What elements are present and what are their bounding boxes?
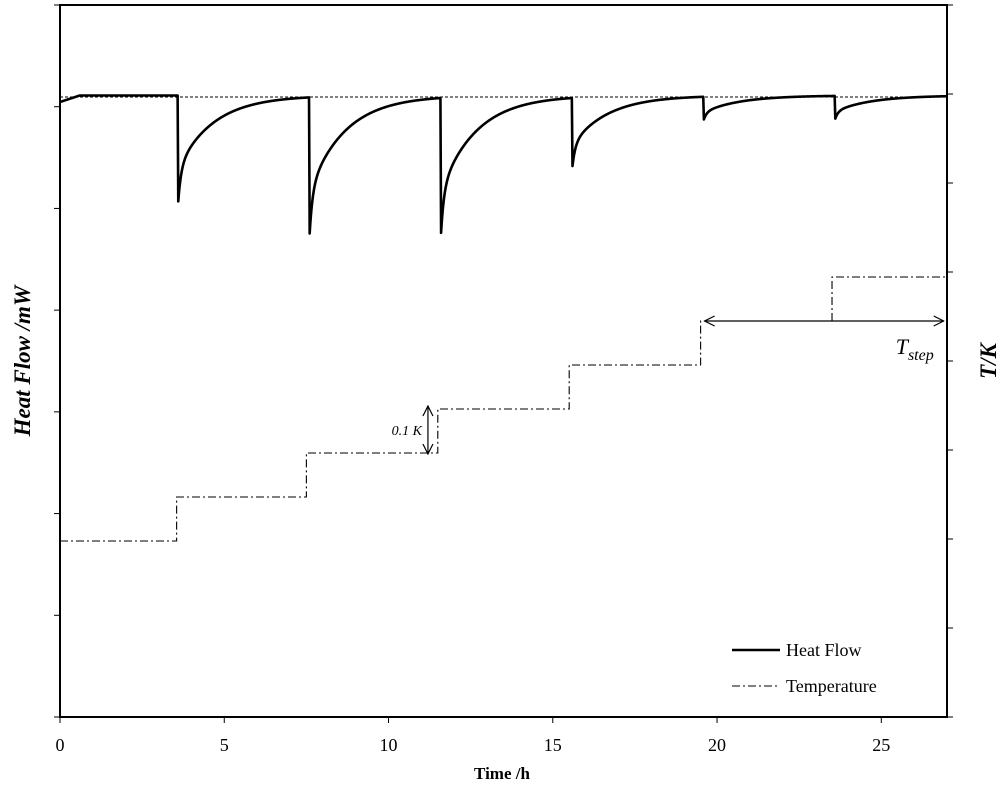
x-tick-label-20: 20 (708, 735, 726, 755)
left-y-axis-title: Heat Flow /mW (10, 284, 35, 437)
x-tick-label-0: 0 (56, 735, 65, 755)
step-height-label: 0.1 K (392, 424, 423, 439)
x-tick-label-5: 5 (220, 735, 229, 755)
right-y-ticks (947, 4, 953, 718)
step-duration-label: Tstep (896, 334, 934, 364)
x-axis-tick-labels: 0 5 10 15 20 25 (56, 735, 891, 755)
legend-heat-flow-label: Heat Flow (786, 640, 862, 660)
legend: Heat Flow Temperature (732, 640, 877, 696)
heat-flow-series-line (59, 94, 948, 235)
legend-temperature-label: Temperature (786, 676, 877, 696)
x-tick-label-25: 25 (872, 735, 890, 755)
step-duration-label-subscript: step (908, 347, 934, 364)
left-y-ticks (54, 4, 60, 718)
step-duration-label-main: T (896, 334, 910, 359)
right-y-axis-title: T/K (976, 341, 1001, 378)
x-axis-ticks (59, 717, 882, 723)
x-axis-title: Time /h (474, 764, 530, 783)
x-tick-label-10: 10 (380, 735, 398, 755)
temperature-series-line (60, 276, 947, 542)
x-tick-label-15: 15 (544, 735, 562, 755)
